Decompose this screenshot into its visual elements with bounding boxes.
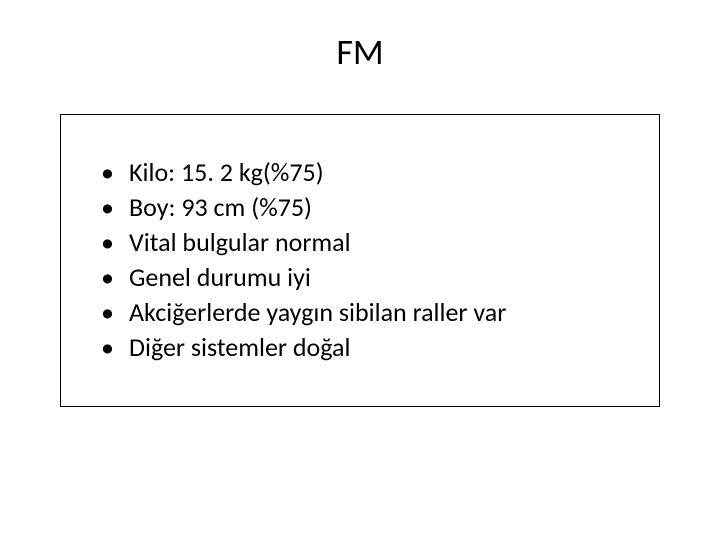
list-item: Vital bulgular normal bbox=[101, 225, 639, 260]
list-item: Akciğerlerde yaygın sibilan raller var bbox=[101, 295, 639, 330]
list-item: Diğer sistemler doğal bbox=[101, 330, 639, 365]
list-item: Boy: 93 cm (%75) bbox=[101, 190, 639, 225]
bullet-list: Kilo: 15. 2 kg(%75) Boy: 93 cm (%75) Vit… bbox=[101, 155, 639, 366]
slide-container: FM Kilo: 15. 2 kg(%75) Boy: 93 cm (%75) … bbox=[0, 0, 720, 540]
list-item: Kilo: 15. 2 kg(%75) bbox=[101, 155, 639, 190]
list-item: Genel durumu iyi bbox=[101, 260, 639, 295]
slide-title: FM bbox=[40, 30, 680, 74]
content-box: Kilo: 15. 2 kg(%75) Boy: 93 cm (%75) Vit… bbox=[60, 114, 660, 407]
